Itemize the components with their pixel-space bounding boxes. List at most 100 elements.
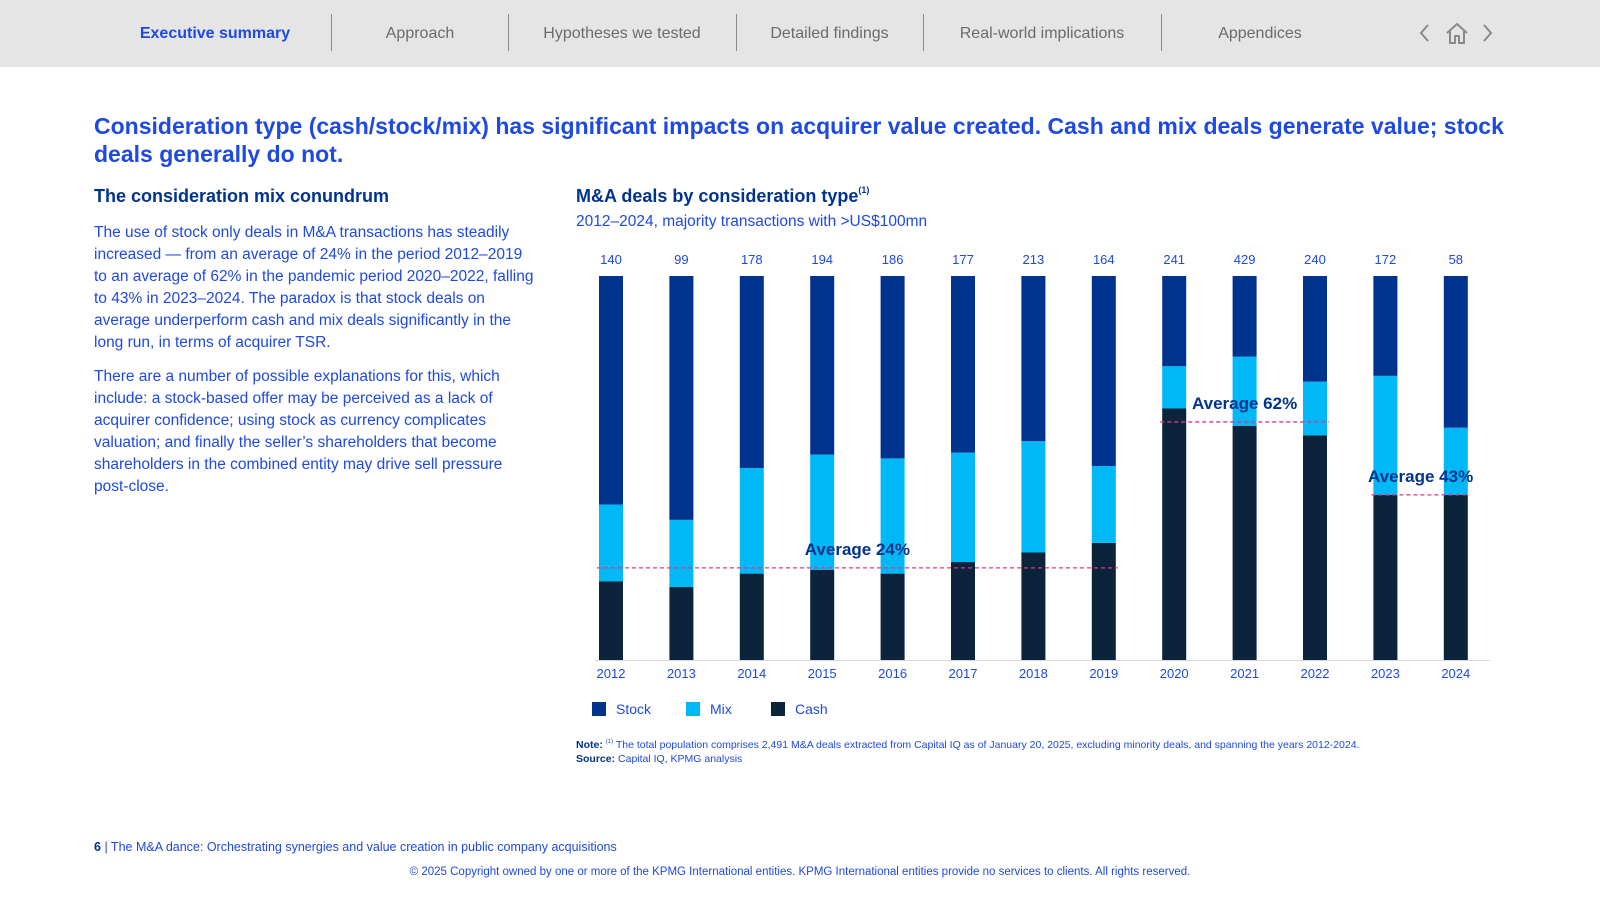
x-tick-label: 2022 xyxy=(1301,666,1330,681)
copyright-notice: © 2025 Copyright owned by one or more of… xyxy=(409,866,1191,878)
total-label: 140 xyxy=(600,252,622,267)
footer-page-info: 6 | The M&A dance: Orchestrating synergi… xyxy=(94,840,617,854)
legend-label: Stock xyxy=(616,701,652,717)
total-label: 240 xyxy=(1304,252,1326,267)
x-tick-label: 2023 xyxy=(1371,666,1400,681)
tab-divider xyxy=(736,14,737,51)
home-icon[interactable] xyxy=(1443,20,1471,46)
page-title: Consideration type (cash/stock/mix) has … xyxy=(94,113,1504,167)
bar-segment-cash xyxy=(951,562,975,660)
bar-segment-mix xyxy=(810,454,835,570)
bar-segment-cash xyxy=(810,569,835,660)
x-tick-label: 2017 xyxy=(949,666,978,681)
tab-detailed-findings[interactable]: Detailed findings xyxy=(770,24,889,42)
section-subhead: The consideration mix conundrum xyxy=(94,186,390,206)
bar-segment-mix xyxy=(1373,375,1398,495)
bar-segment-cash xyxy=(1443,494,1468,660)
legend-label: Mix xyxy=(710,701,732,717)
bar-segment-stock xyxy=(1091,276,1116,467)
bar-segment-cash xyxy=(880,573,905,660)
legend-label: Cash xyxy=(795,701,828,717)
bar-segment-stock xyxy=(951,276,975,453)
total-label: 99 xyxy=(674,252,688,267)
tab-approach[interactable]: Approach xyxy=(385,24,455,42)
bar-segment-stock xyxy=(599,276,623,505)
bar-segment-mix xyxy=(599,504,623,582)
bar-segment-cash xyxy=(1162,408,1187,660)
tab-executive-summary[interactable]: Executive summary xyxy=(139,24,291,42)
chart-title-text: M&A deals by consideration type xyxy=(576,186,859,206)
source-text: Capital IQ, KPMG analysis xyxy=(618,753,743,765)
total-label: 194 xyxy=(811,252,833,267)
tab-real-world-implications[interactable]: Real-world implications xyxy=(959,24,1125,42)
tab-hypotheses[interactable]: Hypotheses we tested xyxy=(543,24,701,42)
bar-segment-stock xyxy=(1443,276,1468,428)
bar-segment-stock xyxy=(1162,276,1187,367)
bar-segment-mix xyxy=(880,458,905,574)
bar-segment-stock xyxy=(739,276,764,468)
bar-segment-stock xyxy=(1232,276,1257,357)
bar-segment-cash xyxy=(1232,425,1257,660)
bar-segment-stock xyxy=(880,276,905,459)
stacked-bar-chart: 140 2012 99 2013 178 2014 194 2015 186 2016 177 201… xyxy=(595,252,1490,681)
total-label: 186 xyxy=(882,252,904,267)
x-tick-label: 2012 xyxy=(597,666,626,681)
bar-segment-stock xyxy=(669,276,694,520)
bar-segment-stock xyxy=(1303,276,1327,382)
chart-subtitle: 2012–2024, majority transactions with >U… xyxy=(576,213,928,230)
bar-segment-stock xyxy=(1373,276,1398,376)
chart-source: Source: Capital IQ, KPMG analysis xyxy=(576,753,742,765)
bar-segment-mix xyxy=(1443,427,1468,495)
bar-segment-stock xyxy=(810,276,835,455)
total-label: 58 xyxy=(1449,252,1463,267)
bar-segment-mix xyxy=(1091,466,1116,543)
note-ref: (1) xyxy=(605,739,614,745)
bar-segment-cash xyxy=(669,587,694,660)
note-label: Note: xyxy=(576,739,603,751)
chart-title: M&A deals by consideration type(1) xyxy=(576,185,869,207)
chart-note: Note: (1) The total population comprises… xyxy=(576,739,1359,751)
bar-segment-cash xyxy=(1021,552,1046,660)
tab-divider xyxy=(508,14,509,51)
total-label: 177 xyxy=(952,252,974,267)
x-tick-label: 2015 xyxy=(808,666,837,681)
bar-segment-mix xyxy=(1303,381,1327,436)
bar-segment-mix xyxy=(739,468,764,574)
top-navigation: Executive summary Approach Hypotheses we… xyxy=(0,0,1600,67)
source-label: Source: xyxy=(576,753,616,765)
note-text: The total population comprises 2,491 M&A… xyxy=(615,739,1360,751)
body-paragraph-1: The use of stock only deals in M&A trans… xyxy=(94,224,534,351)
average-label: Average 24% xyxy=(805,540,910,559)
bar-segment-cash xyxy=(1373,494,1398,660)
legend-swatch-cash xyxy=(771,702,785,716)
tab-appendices[interactable]: Appendices xyxy=(1218,24,1302,42)
bar-segment-mix xyxy=(951,452,975,563)
body-paragraph-2: There are a number of possible explanati… xyxy=(94,368,503,495)
tab-divider xyxy=(331,14,332,51)
page-number: 6 xyxy=(94,840,101,854)
chevron-right-icon[interactable] xyxy=(1475,20,1499,46)
x-tick-label: 2024 xyxy=(1441,666,1470,681)
bar-segment-stock xyxy=(1021,276,1046,442)
document-title: | The M&A dance: Orchestrating synergies… xyxy=(104,840,617,854)
legend-item-stock: Stock xyxy=(592,701,651,717)
bar-segment-mix xyxy=(669,519,694,588)
average-label: Average 62% xyxy=(1192,394,1297,413)
total-label: 241 xyxy=(1163,252,1185,267)
total-label: 429 xyxy=(1234,252,1256,267)
legend-swatch-mix xyxy=(686,702,700,716)
chevron-left-icon[interactable] xyxy=(1413,20,1437,46)
total-label: 172 xyxy=(1375,252,1397,267)
tab-divider xyxy=(1161,14,1162,51)
total-label: 178 xyxy=(741,252,763,267)
x-tick-label: 2020 xyxy=(1160,666,1189,681)
bar-segment-mix xyxy=(1021,441,1046,553)
legend-swatch-stock xyxy=(592,702,606,716)
bar-segment-cash xyxy=(1303,435,1327,660)
tab-divider xyxy=(923,14,924,51)
x-tick-label: 2018 xyxy=(1019,666,1048,681)
x-tick-label: 2019 xyxy=(1089,666,1118,681)
total-label: 213 xyxy=(1023,252,1045,267)
x-tick-label: 2021 xyxy=(1230,666,1259,681)
average-label: Average 43% xyxy=(1368,467,1473,486)
